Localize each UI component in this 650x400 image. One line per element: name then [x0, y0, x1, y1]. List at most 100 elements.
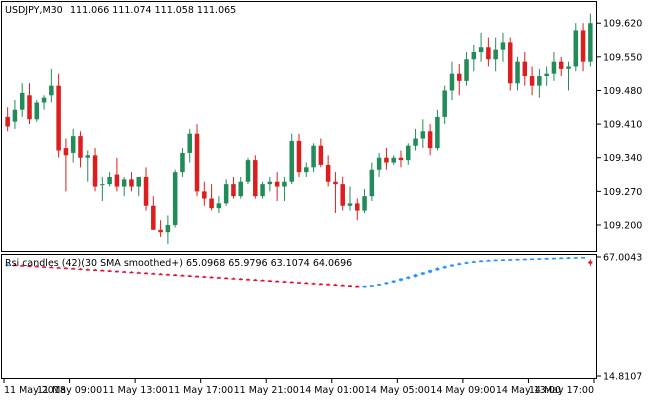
rsi-candle-body	[5, 264, 10, 267]
rsi-candle-body	[413, 274, 418, 277]
rsi-candle-body	[355, 285, 360, 288]
candle-body	[507, 42, 513, 84]
candle-body	[158, 229, 163, 233]
candle-body	[41, 97, 47, 103]
candle-body	[478, 47, 484, 53]
candle-body	[355, 203, 360, 211]
rsi-candle-body	[42, 266, 47, 268]
time-tick-label: 11 May 09:00	[37, 385, 102, 396]
rsi-candle-body	[384, 282, 389, 285]
candle-body	[151, 205, 156, 230]
main-header-ohlc: 111.066 111.074 111.058 111.065	[70, 5, 236, 16]
candle-body	[245, 160, 251, 182]
candle-body	[100, 184, 105, 186]
rsi-candle-body	[27, 265, 32, 268]
candle-body	[282, 181, 287, 187]
time-tick-label: 14 May 13:00	[496, 385, 561, 396]
time-tick-label: 11 May 17:00	[168, 385, 233, 396]
rsi-tick-label: 14.8107	[603, 372, 642, 383]
rsi-candle-body	[122, 271, 127, 273]
candle-body	[5, 116, 10, 127]
rsi-candle-body	[442, 266, 447, 269]
candle-body	[34, 102, 40, 120]
candle-body	[231, 184, 236, 197]
rsi-candle-body	[479, 260, 484, 263]
main-chart-frame	[1, 1, 597, 252]
rsi-candle-body	[377, 284, 382, 286]
candle-body	[165, 224, 171, 233]
rsi-candle-body	[224, 277, 229, 280]
rsi-candle-body	[296, 282, 302, 284]
time-tick-label: 14 May 09:00	[430, 385, 495, 396]
candle-body	[260, 184, 265, 197]
candle-body	[573, 30, 579, 67]
price-tick-label: 109.340	[603, 153, 642, 164]
rsi-candle-body	[195, 275, 200, 278]
rsi-candle-body	[20, 265, 25, 267]
rsi-candle-body	[464, 262, 469, 264]
candle-body	[398, 157, 404, 161]
time-tick-label: 11 May 13:00	[103, 385, 168, 396]
rsi-candle-body	[216, 277, 221, 279]
candle-body	[580, 30, 586, 62]
candle-body	[267, 181, 273, 185]
price-tick-label: 109.200	[603, 220, 642, 231]
rsi-candle-body	[559, 257, 564, 260]
rsi-candles	[5, 257, 593, 288]
time-tick-label: 14 May 01:00	[299, 385, 364, 396]
candle-body	[311, 145, 316, 168]
rsi-candle-body	[508, 259, 513, 261]
candle-body	[588, 23, 593, 62]
rsi-candle-body	[573, 257, 578, 259]
rsi-candle-body	[231, 278, 236, 280]
price-tick-label: 109.410	[603, 120, 642, 131]
rsi-candle-body	[391, 280, 396, 283]
rsi-candle-body	[515, 259, 520, 261]
candle-body	[304, 167, 309, 173]
candle-body	[391, 157, 396, 163]
rsi-candle-body	[289, 281, 294, 284]
rsi-candle-body	[406, 276, 411, 279]
rsi-candle-body	[100, 270, 105, 272]
rsi-candle-body	[362, 285, 367, 288]
candle-body	[456, 73, 462, 81]
rsi-header-title: Rsi candles (42)(30 SMA smoothed+) 65.09…	[5, 258, 352, 269]
rsi-candle-body	[369, 285, 374, 287]
rsi-candle-body	[93, 269, 98, 272]
rsi-axis: 67.0043 14.8107	[597, 253, 642, 383]
price-tick-label: 109.550	[603, 52, 642, 63]
candle-body	[223, 184, 229, 204]
rsi-candle-body	[311, 283, 316, 285]
rsi-candle-body	[537, 258, 542, 260]
candle-body	[216, 203, 222, 209]
candle-body	[435, 116, 440, 149]
candle-body	[449, 73, 455, 91]
rsi-candle-body	[165, 274, 170, 276]
rsi-candle-body	[238, 278, 243, 281]
candle-body	[406, 145, 411, 161]
candle-body	[318, 145, 324, 165]
candle-body	[333, 181, 338, 185]
candle-body	[369, 169, 375, 197]
candle-body	[566, 66, 571, 69]
rsi-candle-body	[173, 274, 178, 277]
rsi-candle-body	[581, 257, 586, 259]
candle-body	[471, 52, 477, 60]
candle-body	[551, 61, 557, 74]
rsi-candle-body	[267, 280, 272, 282]
rsi-candle-body	[493, 259, 498, 262]
time-tick-label: 14 May 05:00	[365, 385, 430, 396]
candle-body	[209, 198, 214, 209]
rsi-tick-label: 67.0043	[603, 253, 642, 264]
rsi-candle-body	[435, 268, 440, 271]
candle-body	[544, 73, 549, 77]
candle-body	[70, 136, 76, 153]
price-tick-label: 109.480	[603, 86, 642, 97]
candle-body	[420, 131, 426, 139]
rsi-candle-body	[333, 284, 338, 287]
rsi-candle-body	[588, 261, 593, 264]
candle-body	[114, 174, 120, 187]
rsi-candle-body	[151, 273, 156, 275]
candle-body	[56, 85, 61, 151]
